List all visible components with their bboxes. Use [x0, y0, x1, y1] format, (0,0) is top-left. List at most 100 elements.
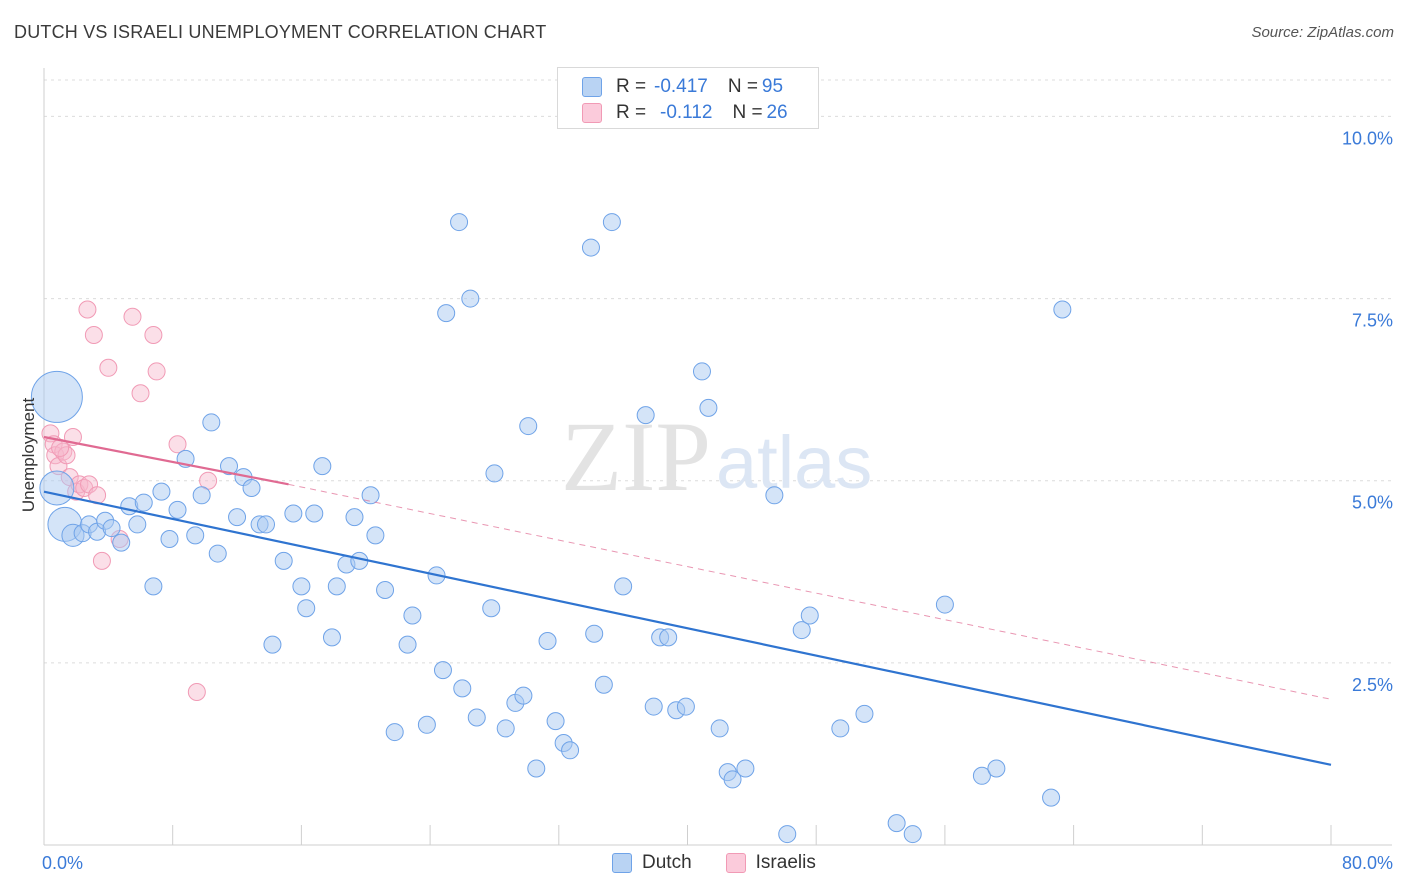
- dutch-point-69: [614, 577, 633, 596]
- dutch-point-56: [496, 719, 515, 738]
- dutch-point-54: [482, 599, 501, 618]
- dutch-point-75: [676, 697, 695, 716]
- dutch-point-36: [327, 577, 346, 596]
- dutch-point-38: [345, 508, 364, 527]
- dutch-point-77: [699, 398, 718, 417]
- dutch-point-81: [736, 759, 755, 778]
- israelis-trend-extension: [288, 483, 1332, 700]
- dutch-point-84: [792, 621, 811, 640]
- dutch-point-67: [594, 675, 613, 694]
- dutch-point-13: [144, 577, 163, 596]
- dutch-point-16: [168, 500, 187, 519]
- dutch-point-71: [644, 697, 663, 716]
- israelis-point-11: [78, 300, 97, 319]
- dutch-point-86: [831, 719, 850, 738]
- dutch-n-label: N =: [727, 76, 758, 97]
- dutch-point-0: [30, 370, 83, 423]
- y-axis-label: Unemployment: [19, 398, 38, 513]
- dutch-point-8: [102, 519, 121, 538]
- dutch-point-14: [152, 482, 171, 501]
- chart-title: DUTCH VS ISRAELI UNEMPLOYMENT CORRELATIO…: [14, 22, 547, 42]
- dutch-point-40: [361, 486, 380, 505]
- israelis-point-18: [123, 307, 142, 326]
- dutch-point-44: [398, 635, 417, 654]
- dutch-point-41: [366, 526, 385, 545]
- israelis-point-13: [84, 326, 103, 344]
- dutch-point-25: [242, 479, 261, 497]
- dutch-point-15: [160, 530, 179, 548]
- israelis-point-19: [131, 384, 150, 403]
- dutch-point-42: [376, 581, 395, 599]
- dutch-point-51: [453, 679, 472, 698]
- dutch-point-94: [1053, 300, 1072, 319]
- dutch-point-45: [403, 606, 422, 625]
- israelis-point-20: [144, 326, 163, 344]
- dutch-point-22: [220, 457, 239, 476]
- dutch-point-76: [692, 362, 711, 381]
- dutch-point-93: [1042, 788, 1061, 807]
- israelis-swatch: [582, 103, 602, 123]
- dutch-point-49: [437, 304, 456, 323]
- israelis-point-22: [168, 435, 187, 454]
- bottom-dutch-swatch: [612, 853, 632, 873]
- dutch-point-59: [519, 417, 538, 436]
- dutch-point-70: [636, 406, 655, 425]
- dutch-point-92: [987, 759, 1006, 778]
- legend-box: R = -0.417 N = 95 R = -0.112 N = 26: [557, 67, 819, 129]
- dutch-point-58: [514, 686, 533, 705]
- y-tick-label-2: 7.5%: [1352, 311, 1393, 331]
- dutch-point-46: [417, 715, 436, 734]
- dutch-point-87: [855, 704, 874, 723]
- dutch-point-85: [800, 606, 819, 625]
- x-tick-label-1: 80.0%: [1342, 853, 1393, 873]
- dutch-point-11: [128, 515, 147, 534]
- israelis-n-label: N =: [732, 102, 763, 123]
- dutch-point-35: [322, 628, 341, 647]
- y-tick-label-3: 10.0%: [1342, 128, 1393, 148]
- bottom-israelis-swatch: [725, 853, 746, 873]
- y-tick-label-0: 2.5%: [1352, 675, 1393, 695]
- dutch-point-65: [581, 238, 600, 257]
- dutch-point-88: [887, 814, 906, 833]
- israelis-r-label: R =: [616, 102, 647, 123]
- source-label: Source: ZipAtlas.com: [1251, 24, 1394, 41]
- tick-labels: 2.5% 5.0% 7.5% 10.0% 0.0% 80.0%: [42, 128, 1393, 873]
- dutch-point-27: [257, 515, 276, 534]
- dutch-point-68: [602, 213, 621, 232]
- dutch-point-20: [202, 413, 221, 432]
- dutch-point-52: [461, 289, 480, 308]
- grid: [44, 79, 1392, 664]
- dutch-point-55: [485, 464, 504, 483]
- dutch-point-43: [385, 723, 404, 742]
- dutch-point-1: [39, 470, 75, 506]
- dutch-points: [30, 213, 1072, 844]
- bottom-legend-dutch: Dutch: [612, 852, 692, 874]
- dutch-swatch: [582, 77, 602, 97]
- dutch-point-28: [263, 635, 282, 654]
- dutch-r-value: -0.417: [654, 76, 708, 97]
- legend-row-dutch: R = -0.417 N = 95: [582, 74, 783, 100]
- bottom-legend: Dutch Israelis: [612, 852, 850, 874]
- dutch-point-83: [778, 825, 797, 844]
- dutch-point-64: [561, 741, 580, 760]
- israelis-point-4: [54, 442, 73, 461]
- dutch-point-66: [585, 624, 604, 643]
- axes: [43, 68, 1392, 846]
- dutch-point-60: [527, 759, 546, 778]
- dutch-point-62: [546, 712, 565, 731]
- legend-row-israelis: R = -0.112 N = 26: [582, 100, 788, 126]
- bottom-israelis-label: Israelis: [755, 852, 816, 873]
- dutch-trend-line: [43, 490, 1332, 766]
- dutch-point-30: [284, 504, 303, 523]
- trend-lines: [43, 435, 1332, 766]
- israelis-point-23: [187, 683, 206, 701]
- bottom-legend-israelis: Israelis: [725, 852, 816, 874]
- dutch-n-value: 95: [761, 76, 784, 97]
- dutch-point-18: [186, 526, 205, 545]
- dutch-point-12: [134, 493, 153, 512]
- israelis-n-value: 26: [766, 102, 788, 123]
- y-tick-label-1: 5.0%: [1352, 493, 1393, 513]
- dutch-point-61: [538, 632, 557, 650]
- dutch-point-80: [723, 770, 742, 789]
